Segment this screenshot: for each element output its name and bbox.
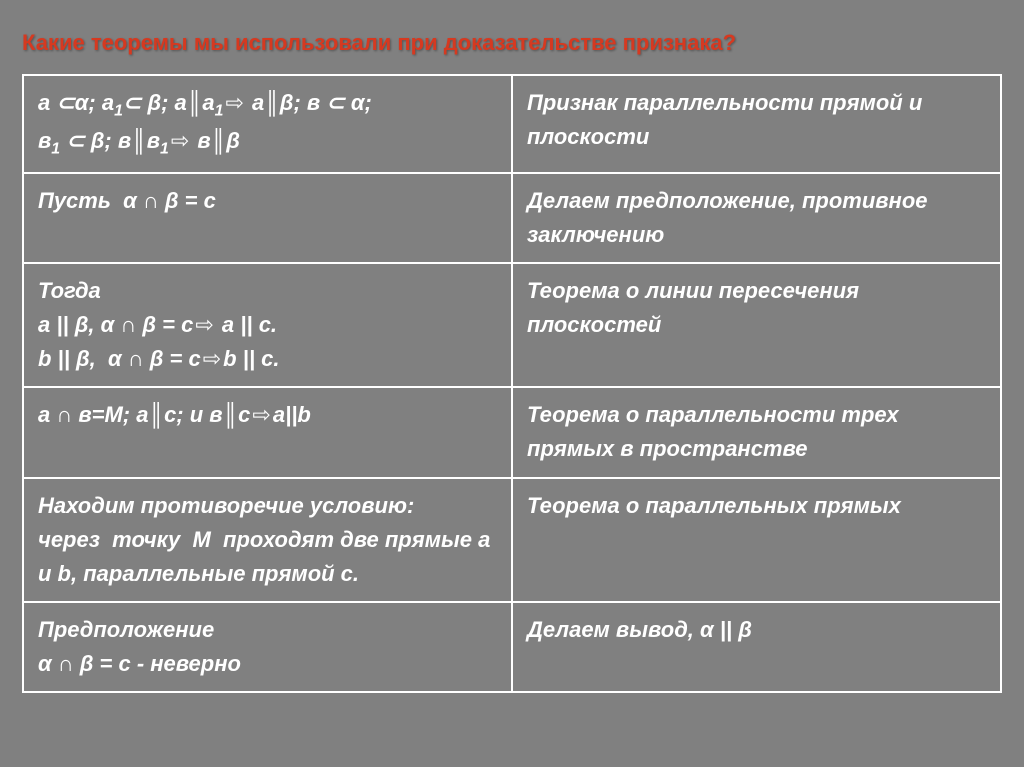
cell-right: Теорема о параллельности трех прямых в п… [512,387,1001,477]
table-row: а ⊂α; а1⊂ β; а║а1⇨ а║β; в ⊂ α;в1 ⊂ β; в║… [23,75,1001,173]
cell-left: Находим противоречие условию: через точк… [23,478,512,602]
table-row: Тогдаа || β, α ∩ β = с⇨ а || с.b || β, α… [23,263,1001,387]
cell-left: а ⊂α; а1⊂ β; а║а1⇨ а║β; в ⊂ α;в1 ⊂ β; в║… [23,75,512,173]
cell-left: а ∩ в=М; а║с; и в║с⇨a||b [23,387,512,477]
cell-right: Признак параллельности прямой и плоскост… [512,75,1001,173]
cell-right: Теорема о параллельных прямых [512,478,1001,602]
slide-title: Какие теоремы мы использовали при доказа… [22,30,1002,56]
cell-left: Тогдаа || β, α ∩ β = с⇨ а || с.b || β, α… [23,263,512,387]
table-row: Пусть α ∩ β = с Делаем предположение, пр… [23,173,1001,263]
cell-left: Предположениеα ∩ β = с - неверно [23,602,512,692]
cell-right: Делаем предположение, противное заключен… [512,173,1001,263]
table-row: Находим противоречие условию: через точк… [23,478,1001,602]
cell-left: Пусть α ∩ β = с [23,173,512,263]
slide: Какие теоремы мы использовали при доказа… [0,0,1024,767]
proof-table: а ⊂α; а1⊂ β; а║а1⇨ а║β; в ⊂ α;в1 ⊂ β; в║… [22,74,1002,693]
cell-right: Теорема о линии пересечения плоскостей [512,263,1001,387]
table-row: Предположениеα ∩ β = с - неверно Делаем … [23,602,1001,692]
cell-right: Делаем вывод, α || β [512,602,1001,692]
table-row: а ∩ в=М; а║с; и в║с⇨a||b Теорема о парал… [23,387,1001,477]
